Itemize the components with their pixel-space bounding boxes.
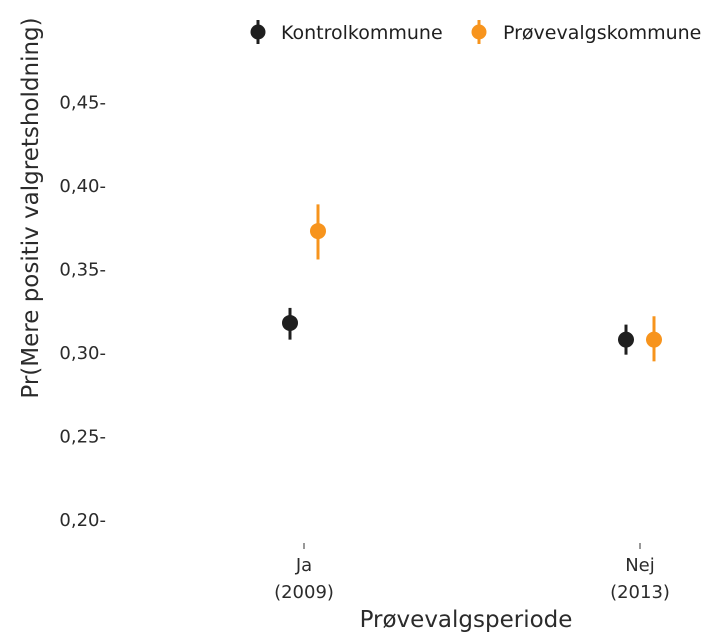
y-tick-label: 0,25-	[59, 427, 106, 448]
y-tick-label: 0,20-	[59, 510, 106, 531]
legend-key-point	[250, 24, 266, 40]
x-tick-label: Nej	[625, 555, 655, 576]
legend-item: Prøvevalgskommune	[471, 20, 701, 44]
data-point	[646, 331, 662, 348]
data-point	[282, 314, 298, 331]
legend-label: Prøvevalgskommune	[503, 22, 701, 44]
y-tick-label: 0,45-	[59, 93, 106, 114]
legend-item: Kontrolkommune	[250, 20, 443, 44]
y-tick-label: 0,40-	[59, 176, 106, 197]
x-axis-ticks: Ja (2009) Nej (2013)	[274, 543, 670, 603]
x-tick-label-year: (2013)	[610, 582, 670, 603]
x-axis-title: Prøvevalgsperiode	[360, 607, 573, 632]
legend-label: Kontrolkommune	[281, 22, 443, 44]
data-point	[618, 331, 634, 348]
legend-key-point	[471, 24, 487, 40]
y-axis-ticks: 0,20- 0,25- 0,30- 0,35- 0,40- 0,45-	[59, 93, 106, 532]
x-tick-label-year: (2009)	[274, 582, 334, 603]
x-tick-label: Ja	[295, 555, 312, 576]
y-tick-label: 0,30-	[59, 343, 106, 364]
data-point	[310, 223, 326, 240]
data-marks	[282, 204, 662, 362]
y-tick-label: 0,35-	[59, 260, 106, 281]
legend: Kontrolkommune Prøvevalgskommune	[250, 20, 701, 44]
y-axis-title: Pr(Mere positiv valgretsholdning)	[18, 17, 44, 398]
